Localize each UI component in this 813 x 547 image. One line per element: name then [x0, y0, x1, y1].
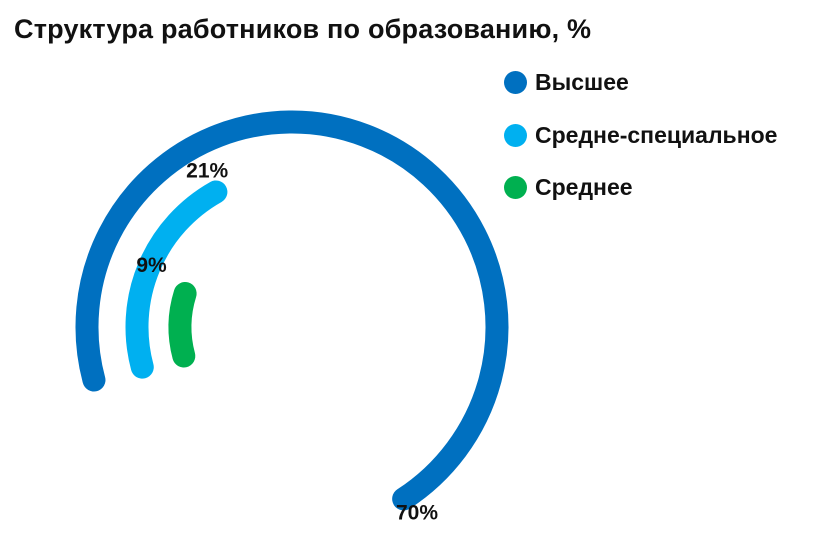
- legend-item-higher: Высшее: [504, 68, 777, 96]
- legend-marker-higher: [504, 70, 527, 94]
- ring-bar-higher: [75, 110, 509, 511]
- legend: Высшее Средне-специальное Среднее: [504, 68, 777, 226]
- value-label-special: 21%: [186, 159, 228, 182]
- legend-label-secondary: Среднее: [535, 173, 633, 200]
- legend-label-higher: Высшее: [535, 68, 629, 95]
- value-label-secondary: 9%: [136, 254, 167, 277]
- legend-marker-secondary: [504, 175, 527, 199]
- legend-label-special: Средне-специальное: [535, 121, 778, 148]
- ring-bar-secondary: [168, 282, 197, 368]
- ring-bar-special: [125, 180, 228, 379]
- legend-marker-special: [504, 123, 527, 147]
- chart-title: Структура работников по образованию, %: [14, 14, 592, 44]
- legend-item-secondary: Среднее: [504, 173, 777, 201]
- legend-item-special: Средне-специальное: [504, 121, 777, 149]
- value-label-higher: 70%: [396, 502, 438, 525]
